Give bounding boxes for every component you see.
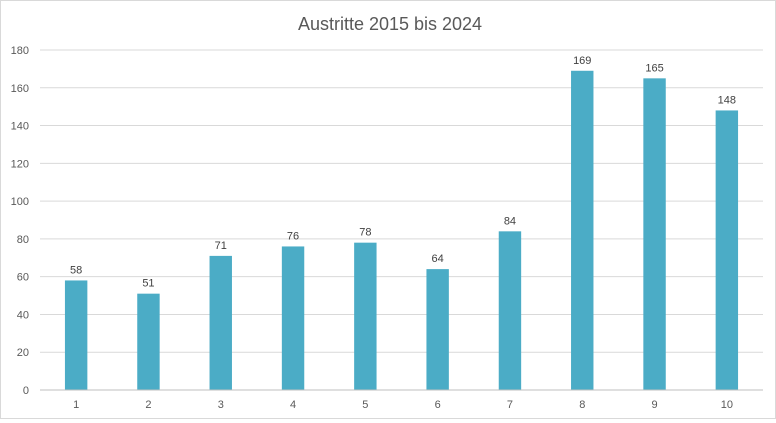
y-tick-label: 20 (17, 347, 29, 359)
data-label: 78 (359, 227, 371, 239)
data-label: 71 (215, 240, 227, 252)
bar (209, 255, 232, 390)
bar (354, 242, 377, 390)
bar (426, 269, 449, 390)
bar (64, 280, 88, 390)
x-tick-label: 9 (651, 399, 657, 411)
y-tick-label: 180 (11, 45, 29, 57)
data-label: 64 (432, 253, 444, 265)
y-axis-ticks: 0 20 40 60 80 100 120 140 160 180 (11, 45, 29, 397)
data-label: 76 (287, 230, 299, 242)
data-label: 148 (718, 94, 736, 106)
bar (643, 78, 666, 390)
y-tick-label: 160 (11, 83, 29, 95)
data-labels: 58 51 71 76 78 64 84 169 165 148 (70, 55, 736, 290)
y-tick-label: 80 (17, 234, 29, 246)
bars (64, 70, 739, 391)
bar (498, 231, 522, 390)
data-label: 51 (142, 278, 154, 290)
y-tick-label: 60 (17, 272, 29, 284)
data-label: 169 (573, 55, 591, 67)
x-tick-label: 7 (507, 399, 513, 411)
bar (281, 246, 305, 390)
x-tick-label: 1 (73, 399, 79, 411)
data-label: 84 (504, 215, 516, 227)
chart-title: Austritte 2015 bis 2024 (298, 14, 482, 34)
x-tick-label: 5 (362, 399, 368, 411)
data-label: 165 (645, 62, 663, 74)
x-axis-ticks: 1 2 3 4 5 6 7 8 9 10 (73, 399, 733, 411)
x-tick-label: 2 (145, 399, 151, 411)
x-tick-label: 8 (579, 399, 585, 411)
x-tick-label: 6 (435, 399, 441, 411)
data-label: 58 (70, 264, 82, 276)
x-tick-label: 4 (290, 399, 296, 411)
bar (571, 70, 594, 391)
y-tick-label: 120 (11, 158, 29, 170)
bar (715, 110, 739, 390)
bar (137, 293, 160, 390)
y-tick-label: 140 (11, 121, 29, 133)
x-tick-label: 10 (721, 399, 733, 411)
x-tick-label: 3 (218, 399, 224, 411)
y-tick-label: 40 (17, 309, 29, 321)
gridlines (40, 49, 763, 353)
y-tick-label: 100 (11, 196, 29, 208)
y-tick-label: 0 (23, 385, 29, 397)
